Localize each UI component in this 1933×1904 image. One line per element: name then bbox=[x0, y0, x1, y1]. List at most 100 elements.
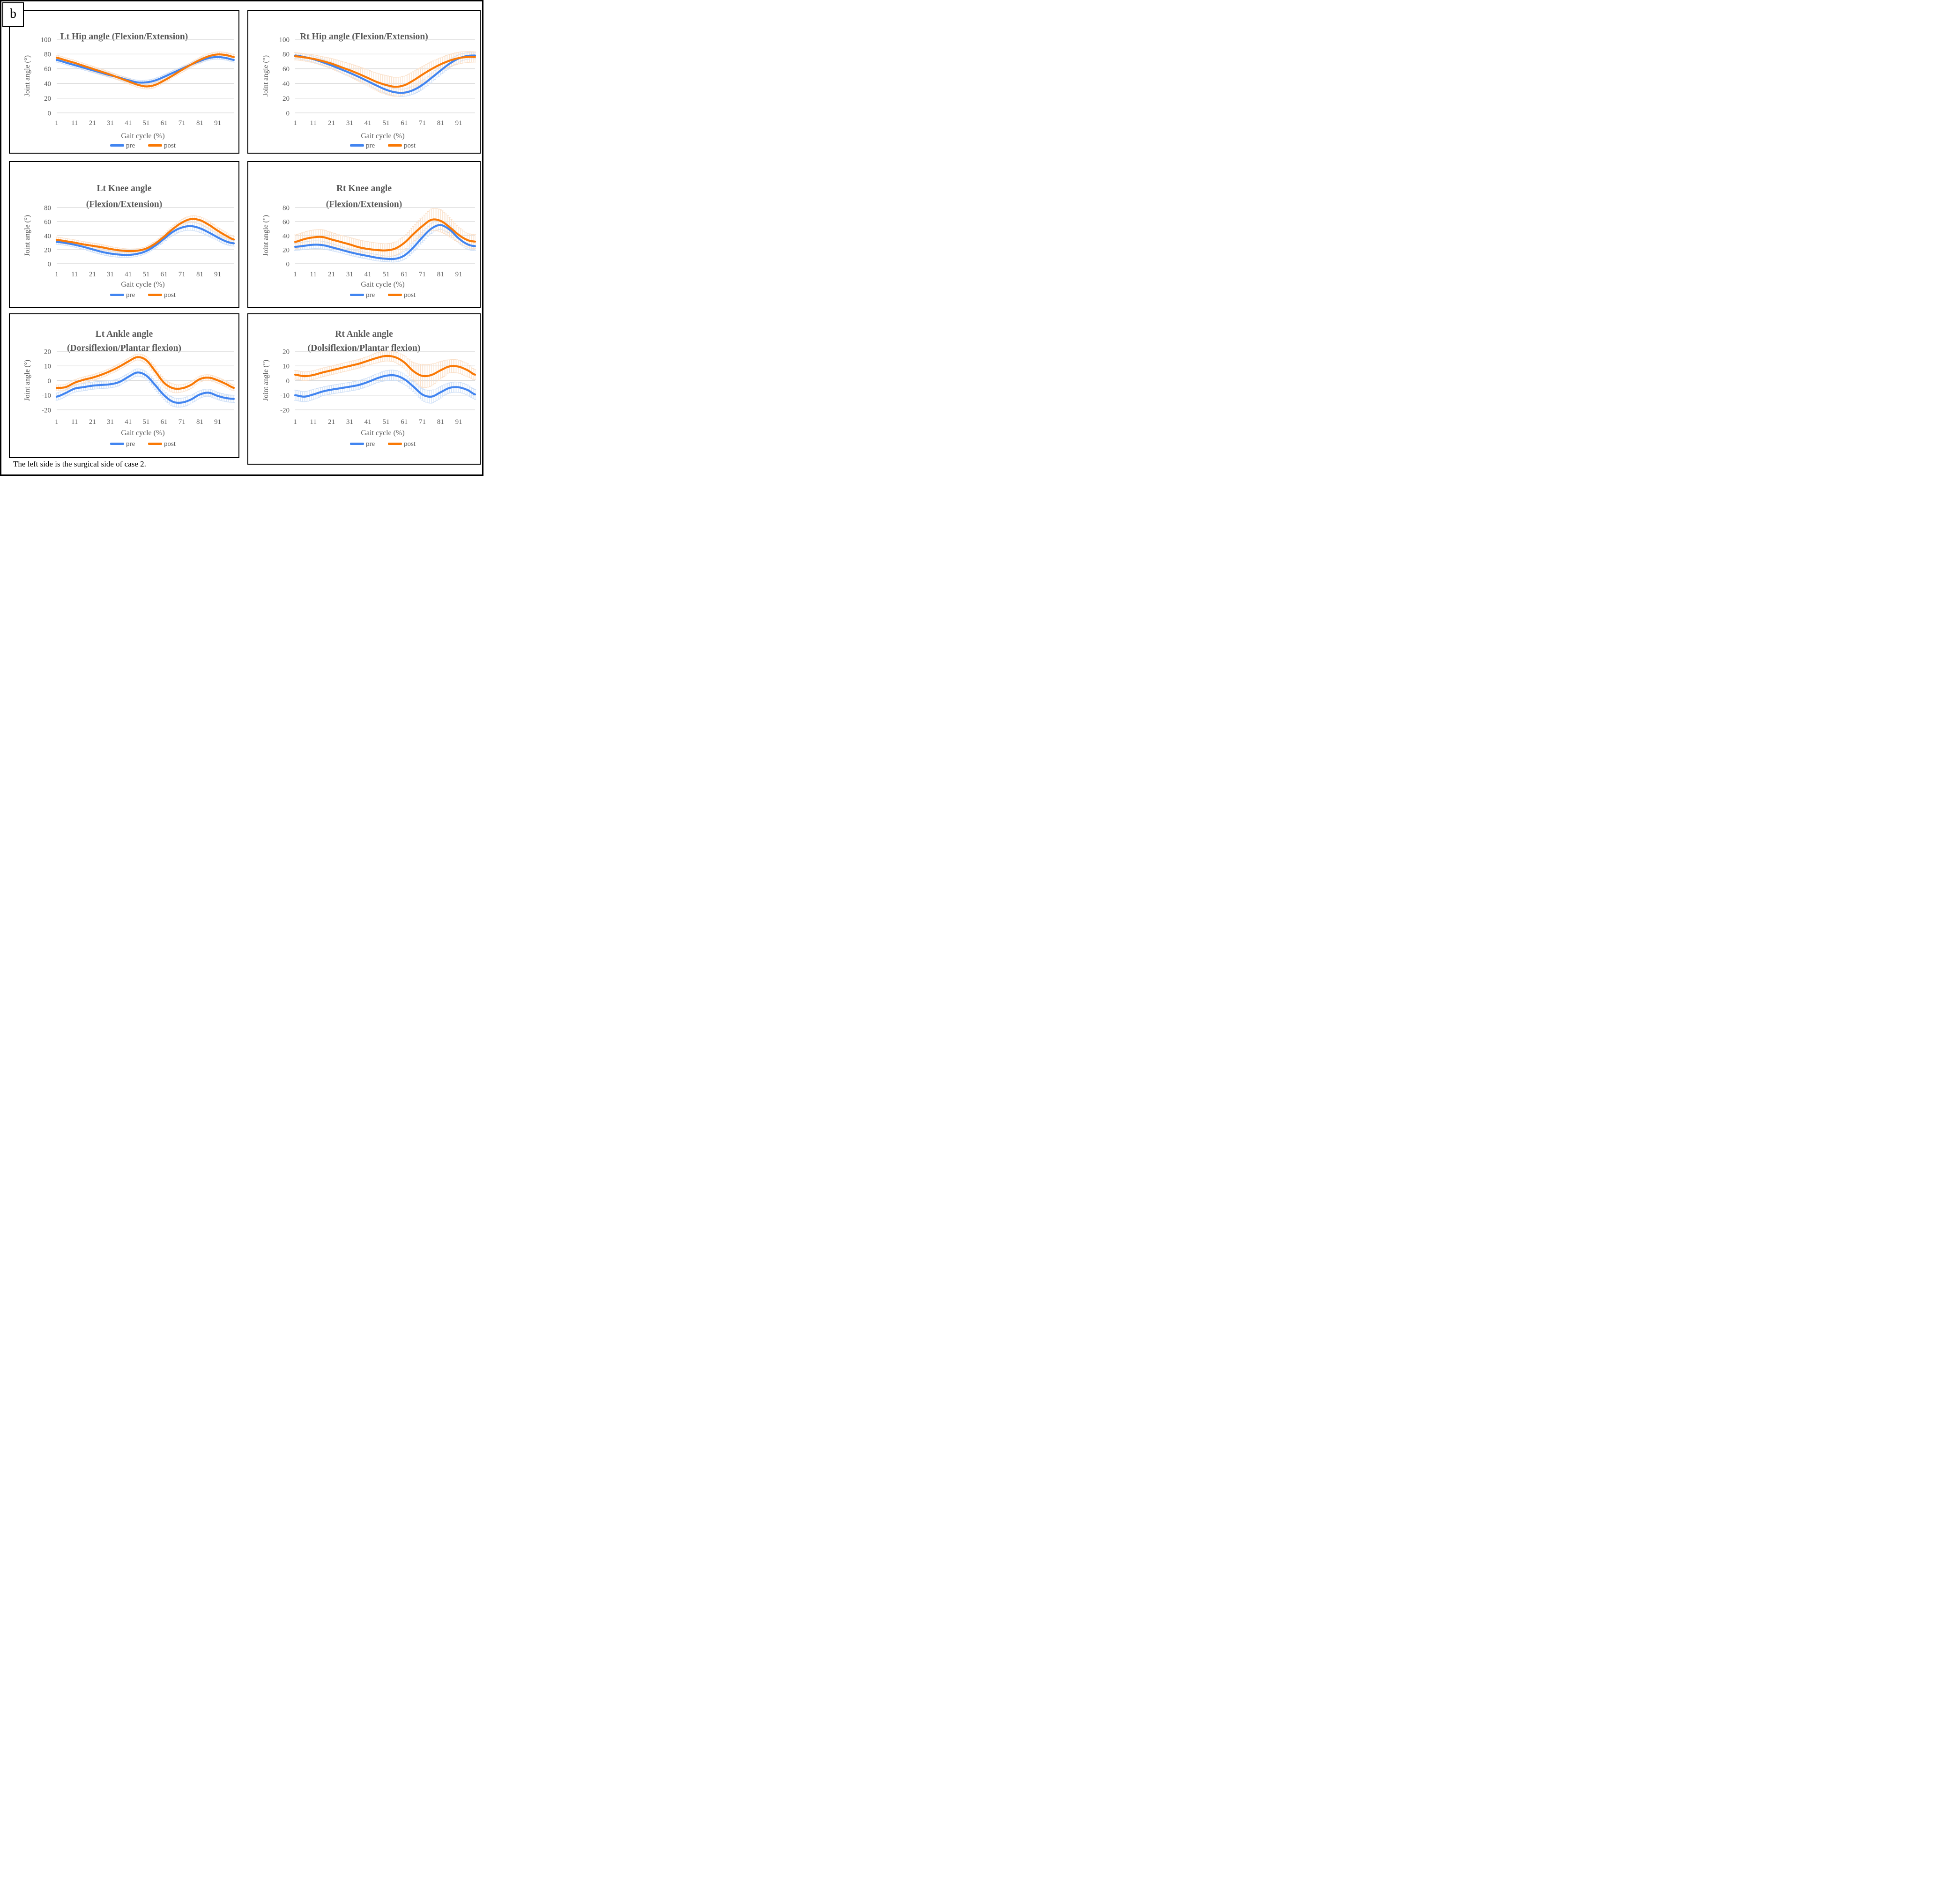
series-pre-line bbox=[55, 225, 235, 256]
series-pre-line bbox=[55, 371, 235, 404]
y-tick-label: 40 bbox=[44, 80, 51, 88]
x-tick-label: 41 bbox=[364, 119, 372, 127]
chart-title-line2: (Dorsiflexion/Plantar flexion) bbox=[67, 343, 181, 354]
legend-label-post: post bbox=[164, 291, 176, 299]
x-tick-label: 21 bbox=[328, 418, 335, 426]
series-post-line bbox=[294, 218, 476, 252]
x-tick-label: 31 bbox=[107, 119, 114, 127]
x-tick-label: 21 bbox=[328, 271, 335, 278]
series-post-line bbox=[55, 356, 235, 390]
x-tick-label: 41 bbox=[364, 418, 372, 426]
x-tick-label: 61 bbox=[401, 418, 408, 426]
x-tick-label: 71 bbox=[178, 119, 186, 127]
legend-swatch-pre bbox=[110, 443, 125, 445]
x-tick-label: 61 bbox=[161, 271, 168, 278]
x-tick-label: 11 bbox=[71, 418, 78, 426]
y-tick-label: 100 bbox=[279, 36, 290, 44]
x-tick-label: 51 bbox=[142, 271, 149, 278]
x-tick-label: 21 bbox=[89, 119, 96, 127]
x-tick-label: 21 bbox=[89, 271, 96, 278]
legend-label-pre: pre bbox=[366, 142, 375, 149]
chart-title: Rt Ankle angle (Dolsiflexion/Plantar flex… bbox=[248, 327, 480, 356]
y-tick-label: 0 bbox=[286, 260, 290, 268]
x-tick-label: 31 bbox=[346, 119, 353, 127]
series-post-line bbox=[55, 218, 235, 252]
legend-label-pre: pre bbox=[126, 142, 135, 149]
y-tick-label: -20 bbox=[280, 407, 290, 414]
series-pre-line bbox=[294, 374, 476, 398]
y-tick-label: 0 bbox=[48, 378, 52, 385]
x-tick-label: 91 bbox=[214, 418, 221, 426]
series-post-line bbox=[294, 355, 476, 378]
y-tick-label: 20 bbox=[44, 246, 51, 254]
y-tick-label: 80 bbox=[283, 204, 290, 212]
legend-label-pre: pre bbox=[366, 440, 375, 448]
y-tick-label: -10 bbox=[42, 392, 51, 400]
legend-label-post: post bbox=[403, 440, 416, 448]
y-tick-label: 60 bbox=[44, 66, 51, 73]
figure-b-gait-charts: b Lt Hip angle (Flexion/Extension) Joint… bbox=[0, 0, 483, 476]
x-tick-label: 71 bbox=[419, 119, 426, 127]
x-tick-label: 81 bbox=[437, 418, 444, 426]
x-tick-label: 71 bbox=[419, 418, 426, 426]
x-tick-label: 41 bbox=[364, 271, 372, 278]
x-tick-label: 71 bbox=[178, 271, 186, 278]
legend-swatch-pre bbox=[350, 294, 364, 296]
y-tick-label: 60 bbox=[283, 66, 290, 73]
y-tick-label: 0 bbox=[48, 110, 52, 117]
chart-panel-rt-knee: Rt Knee angle (Flexion/Extension) Joint a… bbox=[247, 161, 481, 308]
legend-swatch-pre bbox=[350, 144, 364, 147]
x-tick-label: 1 bbox=[55, 418, 59, 426]
x-tick-label: 61 bbox=[161, 119, 168, 127]
chart-legend: pre post bbox=[290, 440, 475, 448]
chart-title-line2: (Dolsiflexion/Plantar flexion) bbox=[307, 343, 421, 354]
chart-legend: pre post bbox=[290, 142, 475, 150]
x-tick-label: 91 bbox=[455, 271, 462, 278]
x-tick-label: 71 bbox=[178, 418, 186, 426]
x-tick-label: 61 bbox=[161, 418, 168, 426]
x-tick-label: 21 bbox=[328, 119, 335, 127]
chart-legend: pre post bbox=[52, 142, 234, 150]
legend-label-post: post bbox=[403, 291, 416, 299]
x-tick-label: 11 bbox=[71, 271, 78, 278]
x-tick-label: 31 bbox=[107, 418, 114, 426]
y-tick-label: 40 bbox=[283, 80, 290, 88]
figure-caption: The left side is the surgical side of ca… bbox=[13, 459, 146, 468]
y-tick-label: 20 bbox=[283, 95, 290, 103]
y-tick-label: -10 bbox=[280, 392, 290, 400]
y-tick-label: -20 bbox=[42, 407, 51, 414]
legend-swatch-post bbox=[387, 144, 402, 147]
y-tick-label: 0 bbox=[48, 260, 52, 268]
y-tick-label: 20 bbox=[44, 95, 51, 103]
x-axis-title: Gait cycle (%) bbox=[121, 281, 165, 289]
x-tick-label: 81 bbox=[196, 271, 203, 278]
chart-panel-lt-knee: Lt Knee angle (Flexion/Extension) Joint a… bbox=[9, 161, 239, 308]
legend-label-post: post bbox=[403, 142, 416, 149]
chart-panel-rt-hip: Rt Hip angle (Flexion/Extension) Joint a… bbox=[247, 10, 481, 154]
y-tick-label: 20 bbox=[44, 348, 51, 356]
chart-title-line1: Rt Ankle angle bbox=[335, 329, 393, 340]
x-tick-label: 11 bbox=[310, 119, 317, 127]
chart-title-line1: Lt Ankle angle bbox=[95, 329, 153, 340]
chart-title-line1: Rt Knee angle bbox=[336, 184, 392, 194]
chart-title: Lt Knee angle (Flexion/Extension) bbox=[10, 181, 238, 213]
chart-title-line1: Lt Knee angle bbox=[97, 184, 152, 194]
x-tick-label: 1 bbox=[55, 119, 59, 127]
x-axis-title: Gait cycle (%) bbox=[361, 132, 405, 140]
subfigure-label: b bbox=[10, 7, 16, 21]
x-tick-label: 31 bbox=[346, 418, 353, 426]
y-tick-label: 0 bbox=[286, 378, 290, 385]
legend-label-pre: pre bbox=[366, 291, 375, 299]
x-tick-label: 1 bbox=[293, 271, 297, 278]
series-pre-line bbox=[294, 224, 476, 260]
legend-swatch-pre bbox=[110, 144, 125, 147]
legend-swatch-post bbox=[148, 144, 162, 147]
chart-panel-lt-hip: Lt Hip angle (Flexion/Extension) Joint a… bbox=[9, 10, 239, 154]
x-tick-label: 31 bbox=[107, 271, 114, 278]
chart-panel-rt-ankle: Rt Ankle angle (Dolsiflexion/Plantar flex… bbox=[247, 313, 481, 465]
x-tick-label: 61 bbox=[401, 271, 408, 278]
x-tick-label: 91 bbox=[214, 271, 221, 278]
y-tick-label: 80 bbox=[44, 204, 51, 212]
